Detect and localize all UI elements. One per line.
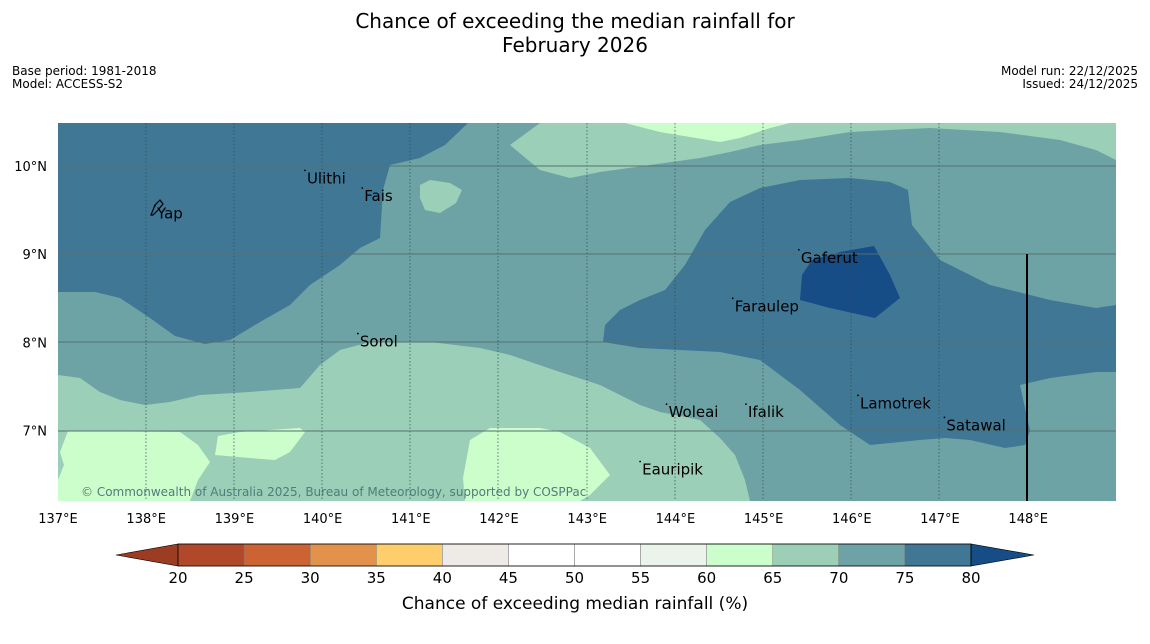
place-marker: [745, 403, 747, 406]
lat-tick-label: 7°N: [23, 425, 48, 440]
colorbar-segment: [376, 543, 443, 567]
place-marker: [356, 332, 359, 335]
colorbar-segment: [640, 543, 707, 567]
contour-60-65-top: [625, 123, 790, 142]
axis-ticks: 137°E 138°E 139°E 140°E 141°E 142°E 143°E 144°E…: [14, 160, 1048, 527]
colorbar-over-arrow: [970, 543, 1035, 567]
lon-tick-label: 139°E: [215, 512, 255, 527]
place-marker: [731, 297, 734, 300]
lat-tick-label: 9°N: [23, 248, 48, 263]
lon-tick-label: 145°E: [744, 512, 784, 527]
colorbar-segment: [309, 543, 377, 567]
copyright-text: © Commonwealth of Australia 2025, Bureau…: [81, 485, 586, 499]
model-text: Model: ACCESS-S2: [12, 77, 124, 91]
metadata-right: Model run: 22/12/2025 Issued: 24/12/2025: [1001, 65, 1138, 91]
lon-tick-label: 147°E: [920, 512, 960, 527]
place-marker: [943, 416, 946, 419]
place-marker: [304, 169, 306, 172]
issued-text: Issued: 24/12/2025: [1022, 77, 1138, 91]
lon-tick-label: 146°E: [832, 512, 872, 527]
model-run-text: Model run: 22/12/2025: [1000, 64, 1138, 78]
place-label: Woleai: [669, 403, 719, 421]
place-label: Satawal: [946, 416, 1005, 434]
colorbar-tick-label: 30: [301, 569, 320, 587]
colorbar: 20 25 30 35 40 45 50 55 60 65 70 75 80: [115, 543, 1035, 587]
colorbar-tick-label: 20: [168, 569, 187, 587]
place-marker: [639, 460, 642, 463]
lat-tick-label: 10°N: [14, 160, 47, 175]
lon-tick-label: 148°E: [1008, 512, 1048, 527]
colorbar-segment: [904, 543, 972, 567]
colorbar-segment: [508, 543, 575, 567]
colorbar-tick-label: 70: [829, 569, 848, 587]
place-marker: [154, 204, 156, 207]
lon-tick-label: 137°E: [38, 512, 78, 527]
place-labels: Ulithi Fais Yap Gaferut Faraulep Sorol Lamotre…: [154, 169, 1006, 478]
contour-65-70-patch: [420, 180, 462, 213]
graticule: [145, 123, 940, 501]
place-marker: [797, 248, 800, 251]
contour-75-80-west: [58, 123, 468, 344]
colorbar-segment: [838, 543, 906, 567]
colorbar-segment: [772, 543, 840, 567]
place-label: Ifalik: [748, 403, 784, 421]
place-label: Yap: [156, 205, 183, 223]
lon-tick-label: 142°E: [479, 512, 519, 527]
colorbar-tick-label: 60: [697, 569, 716, 587]
contour-over-80: [800, 246, 900, 318]
lat-tick-label: 8°N: [23, 336, 48, 351]
base-period-text: Base period: 1981-2018: [12, 64, 157, 78]
place-label: Eauripik: [642, 460, 703, 478]
place-label: Fais: [364, 187, 393, 205]
lon-tick-label: 140°E: [303, 512, 343, 527]
place-label: Lamotrek: [860, 394, 931, 412]
map-title-line1: Chance of exceeding the median rainfall …: [355, 9, 795, 33]
place-label: Ulithi: [307, 169, 346, 187]
place-label: Faraulep: [735, 297, 799, 315]
lon-tick-label: 143°E: [567, 512, 607, 527]
place-label: Gaferut: [801, 249, 858, 267]
colorbar-segment: [574, 543, 641, 567]
map-title-line2: February 2026: [502, 33, 648, 57]
colorbar-segment: [442, 543, 509, 567]
contour-60-65-mid: [215, 428, 305, 460]
metadata-left: Base period: 1981-2018 Model: ACCESS-S2: [12, 65, 157, 91]
lon-tick-label: 144°E: [656, 512, 696, 527]
colorbar-tick-label: 55: [631, 569, 650, 587]
colorbar-tick-label: 65: [763, 569, 782, 587]
contour-60-65-bottom: [463, 428, 610, 501]
lon-tick-label: 141°E: [391, 512, 431, 527]
lon-tick-label: 138°E: [126, 512, 166, 527]
colorbar-under-arrow: [115, 543, 179, 567]
colorbar-tick-label: 75: [895, 569, 914, 587]
colorbar-tick-label: 35: [367, 569, 386, 587]
place-marker: [361, 187, 364, 189]
place-label: Sorol: [360, 333, 398, 351]
colorbar-tick-label: 45: [499, 569, 518, 587]
place-marker: [665, 403, 668, 406]
map-title: Chance of exceeding the median rainfall …: [0, 9, 1150, 57]
colorbar-tick-label: 25: [235, 569, 254, 587]
colorbar-tick-label: 40: [433, 569, 452, 587]
colorbar-tick-label: 80: [961, 569, 980, 587]
parallels: [58, 165, 1116, 432]
colorbar-frame: [177, 543, 972, 567]
colorbar-tick-label: 50: [565, 569, 584, 587]
contour-60-65-left: [58, 431, 210, 501]
colorbar-label: Chance of exceeding median rainfall (%): [401, 594, 749, 614]
colorbar-segment: [177, 543, 245, 567]
colorbar-segment: [706, 543, 774, 567]
place-marker: [857, 394, 859, 397]
colorbar-segment: [243, 543, 311, 567]
contour-65-70-top: [510, 123, 1116, 178]
